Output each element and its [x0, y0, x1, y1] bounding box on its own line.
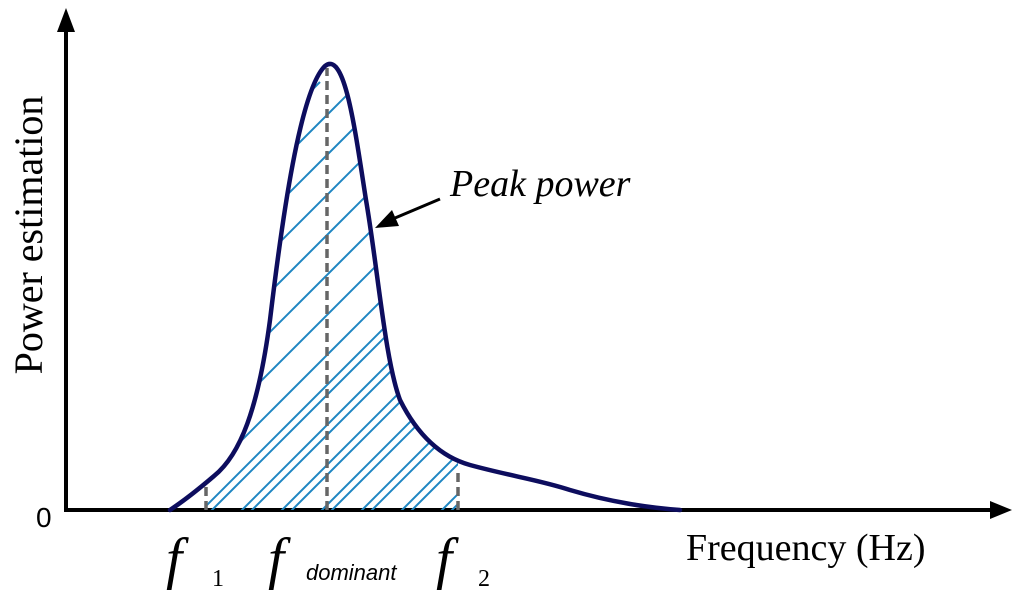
f1-label: f 1 — [166, 526, 224, 590]
hatch-line — [880, 82, 1024, 512]
peak-power-arrow — [375, 197, 441, 228]
hatch-line — [319, 81, 458, 510]
hatch-line — [359, 81, 458, 510]
f2-label: f 2 — [436, 526, 490, 590]
hatch-line — [560, 82, 990, 512]
origin-label: 0 — [36, 502, 52, 533]
f2-symbol: f — [436, 526, 459, 590]
f1-symbol: f — [166, 526, 189, 590]
y-axis-label: Power estimation — [6, 96, 51, 375]
hatch-line — [680, 82, 1024, 512]
power-spectrum-curve — [167, 61, 683, 513]
hatch-line — [206, 81, 441, 510]
x-axis-arrowhead — [990, 501, 1012, 519]
hatch-line — [329, 81, 458, 510]
hatch-lines — [206, 81, 1024, 512]
hatch-line — [279, 81, 458, 510]
dominant-subscript: dominant — [306, 560, 397, 585]
marker-lines — [204, 68, 460, 510]
y-axis-arrowhead — [57, 8, 75, 32]
hatch-line — [409, 81, 458, 510]
hatch-line — [206, 81, 458, 510]
peak-power-annotation: Peak power — [449, 163, 631, 205]
hatch-line — [289, 81, 458, 510]
hatch-line — [530, 82, 960, 512]
hatch-line — [490, 82, 920, 512]
hatch-line — [449, 81, 458, 510]
hatch-line — [960, 82, 1024, 512]
hatch-line — [760, 82, 1024, 512]
hatch-line — [720, 82, 1024, 512]
hatch-line — [520, 82, 950, 512]
hatch-line — [840, 82, 1024, 512]
hatched-band-area — [206, 81, 1024, 512]
f2-subscript: 2 — [478, 566, 490, 590]
hatch-line — [800, 82, 1024, 512]
axes — [57, 8, 1012, 519]
hatch-line — [600, 82, 1024, 512]
x-axis-label: Frequency (Hz) — [686, 527, 926, 569]
hatch-line — [206, 81, 458, 510]
hatch-line — [206, 81, 401, 510]
hatch-line — [249, 81, 458, 510]
hatch-line — [920, 82, 1024, 512]
dominant-label: f dominant — [268, 526, 397, 590]
hatch-line — [640, 82, 1024, 512]
f1-subscript: 1 — [212, 566, 224, 590]
hatch-line — [439, 81, 458, 510]
dominant-symbol: f — [268, 526, 291, 590]
hatch-line — [399, 81, 458, 510]
hatch-line — [480, 82, 910, 512]
